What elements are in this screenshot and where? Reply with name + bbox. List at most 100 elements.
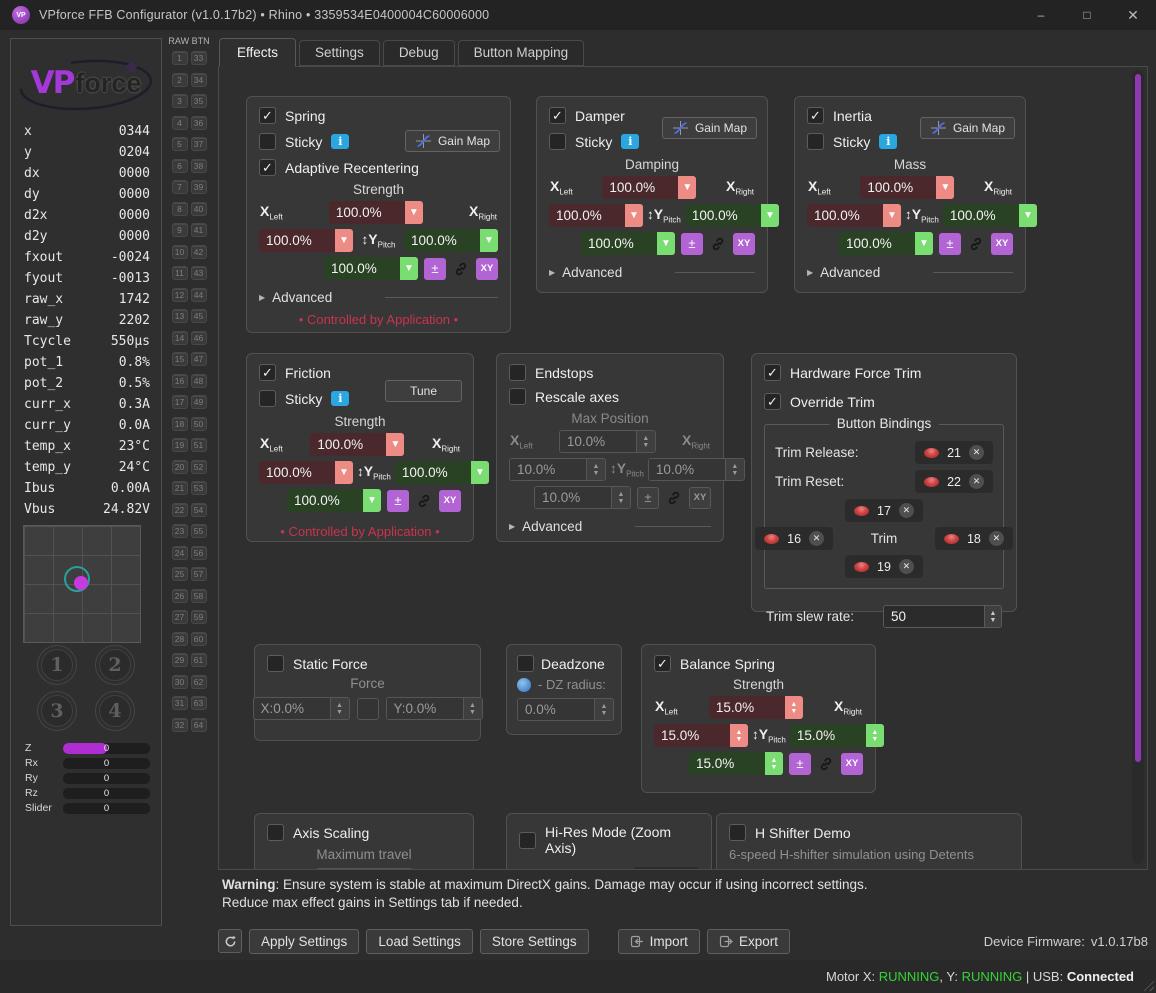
- inertia-left-spinbox-value[interactable]: 100.0%: [807, 204, 883, 227]
- balance_spring-right-spinbox[interactable]: 15.0% ▲ ▼: [789, 724, 884, 747]
- endstops-bottom-spinbox-value[interactable]: 10.0%: [535, 487, 611, 508]
- inertia-checkbox[interactable]: [807, 107, 824, 124]
- balance_spring-left-spinbox-value[interactable]: 15.0%: [654, 724, 730, 747]
- endstops-right-spinbox[interactable]: 10.0% ▲ ▼: [647, 458, 745, 481]
- raw-button-34[interactable]: 34: [190, 72, 207, 87]
- deadzone-radius-spinbox[interactable]: 0.0% ▲ ▼: [517, 698, 614, 721]
- raw-button-32[interactable]: 32: [171, 717, 188, 732]
- tab-button-mapping[interactable]: Button Mapping: [457, 40, 585, 66]
- info-icon[interactable]: i: [331, 134, 350, 149]
- raw-button-51[interactable]: 51: [190, 438, 207, 452]
- raw-button-18[interactable]: 18: [171, 416, 188, 431]
- damper-left-spinbox[interactable]: 100.0% ▼: [549, 204, 643, 227]
- friction-top-spinbox[interactable]: 100.0% ▼: [310, 433, 405, 456]
- raw-button-8[interactable]: 8: [171, 201, 188, 216]
- spin-buttons[interactable]: ▼: [335, 229, 353, 252]
- spin-buttons[interactable]: ▼: [657, 232, 675, 255]
- trim-right-binding[interactable]: 18 ✕: [934, 527, 1013, 550]
- raw-button-62[interactable]: 62: [190, 674, 207, 689]
- spring-advanced-toggle[interactable]: ▶ Advanced: [259, 290, 498, 305]
- raw-button-24[interactable]: 24: [171, 545, 188, 560]
- spring-right-spinbox[interactable]: 100.0% ▼: [403, 229, 498, 252]
- inertia-bottom-spinbox[interactable]: 100.0% ▼: [839, 232, 933, 255]
- raw-button-60[interactable]: 60: [190, 631, 207, 646]
- spring-adaptive-checkbox[interactable]: [259, 159, 276, 176]
- damper-advanced-toggle[interactable]: ▶ Advanced: [549, 265, 755, 280]
- deadzone-radius-value[interactable]: 0.0%: [518, 699, 594, 720]
- inertia-left-spinbox[interactable]: 100.0% ▼: [807, 204, 901, 227]
- damper-gain-map-button[interactable]: Gain Map: [661, 117, 757, 139]
- link-axes-icon[interactable]: [967, 236, 985, 252]
- trim-slew-rate-spinbox[interactable]: 50 ▲ ▼: [883, 605, 1002, 628]
- balance_spring-right-spinbox-value[interactable]: 15.0%: [789, 724, 866, 747]
- spin-buttons[interactable]: ▲▼: [765, 752, 783, 775]
- damper-invert-button[interactable]: ±: [681, 232, 703, 255]
- friction-checkbox[interactable]: [259, 364, 276, 381]
- spring-checkbox[interactable]: [259, 107, 276, 124]
- spin-buttons[interactable]: ▲▼: [586, 459, 605, 480]
- friction-left-spinbox[interactable]: 100.0% ▼: [259, 461, 353, 484]
- spin-buttons[interactable]: ▲▼: [611, 487, 630, 508]
- override-trim-checkbox[interactable]: [764, 393, 781, 410]
- endstops-xy-button[interactable]: XY: [689, 486, 711, 509]
- balance_spring-top-spinbox-value[interactable]: 15.0%: [708, 696, 785, 719]
- raw-button-4[interactable]: 4: [171, 115, 188, 130]
- apply-settings-button[interactable]: Apply Settings: [249, 928, 360, 954]
- raw-button-3[interactable]: 3: [171, 94, 188, 108]
- raw-button-39[interactable]: 39: [190, 180, 207, 194]
- spring-top-spinbox-value[interactable]: 100.0%: [328, 201, 405, 224]
- friction-xy-button[interactable]: XY: [439, 489, 461, 512]
- spin-buttons[interactable]: ▼: [386, 433, 405, 456]
- friction-left-spinbox-value[interactable]: 100.0%: [259, 461, 335, 484]
- damper-left-spinbox-value[interactable]: 100.0%: [549, 204, 625, 227]
- raw-button-52[interactable]: 52: [190, 459, 207, 474]
- raw-button-44[interactable]: 44: [190, 287, 207, 302]
- spin-buttons[interactable]: ▲▼: [984, 606, 1001, 627]
- clear-binding-icon[interactable]: ✕: [898, 559, 914, 574]
- damper-right-spinbox[interactable]: 100.0% ▼: [684, 204, 779, 227]
- raw-button-38[interactable]: 38: [190, 158, 207, 173]
- spring-gain-map-button[interactable]: Gain Map: [404, 130, 500, 152]
- raw-button-64[interactable]: 64: [190, 717, 207, 732]
- clear-binding-icon[interactable]: ✕: [809, 531, 825, 546]
- link-axes-icon[interactable]: [665, 490, 683, 506]
- hires-button-binding[interactable]: [633, 867, 699, 869]
- trim-up-binding[interactable]: 17 ✕: [845, 499, 923, 522]
- trim-down-binding[interactable]: 19 ✕: [845, 555, 923, 578]
- raw-button-57[interactable]: 57: [190, 567, 207, 581]
- spin-buttons[interactable]: ▲▼: [865, 724, 884, 747]
- inertia-gain-map-button[interactable]: Gain Map: [919, 117, 1015, 139]
- endstops-right-spinbox-value[interactable]: 10.0%: [648, 459, 725, 480]
- raw-button-43[interactable]: 43: [190, 266, 207, 280]
- raw-button-26[interactable]: 26: [171, 588, 188, 603]
- clear-binding-icon[interactable]: ✕: [988, 531, 1004, 546]
- raw-button-14[interactable]: 14: [171, 330, 188, 345]
- endstops-bottom-spinbox[interactable]: 10.0% ▲ ▼: [534, 486, 631, 509]
- minimize-button[interactable]: –: [1037, 8, 1045, 22]
- spin-buttons[interactable]: ▲▼: [784, 696, 803, 719]
- damper-bottom-spinbox-value[interactable]: 100.0%: [581, 232, 657, 255]
- close-button[interactable]: ✕: [1127, 6, 1139, 23]
- friction-right-spinbox-value[interactable]: 100.0%: [394, 461, 471, 484]
- raw-button-22[interactable]: 22: [171, 502, 188, 517]
- scrollbar-track[interactable]: [1132, 70, 1144, 864]
- raw-button-50[interactable]: 50: [190, 416, 207, 431]
- axis-scaling-value[interactable]: 100.0%: [317, 869, 393, 870]
- friction-right-spinbox[interactable]: 100.0% ▼: [394, 461, 489, 484]
- spin-buttons[interactable]: ▲▼: [594, 699, 613, 720]
- raw-button-16[interactable]: 16: [171, 373, 188, 388]
- raw-button-12[interactable]: 12: [171, 287, 188, 302]
- endstops-top-spinbox[interactable]: 10.0% ▲ ▼: [558, 430, 656, 453]
- raw-button-7[interactable]: 7: [171, 180, 188, 194]
- friction-bottom-spinbox-value[interactable]: 100.0%: [287, 489, 363, 512]
- inertia-top-spinbox[interactable]: 100.0% ▼: [860, 176, 955, 199]
- damper-right-spinbox-value[interactable]: 100.0%: [684, 204, 761, 227]
- inertia-right-spinbox[interactable]: 100.0% ▼: [942, 204, 1037, 227]
- inertia-sticky-checkbox[interactable]: [807, 133, 824, 150]
- damper-top-spinbox-value[interactable]: 100.0%: [602, 176, 679, 199]
- endstops-checkbox[interactable]: [509, 364, 526, 381]
- trim-release-binding[interactable]: 21 ✕: [915, 441, 993, 464]
- spin-buttons[interactable]: ▼: [1018, 204, 1037, 227]
- spin-buttons[interactable]: ▼: [363, 489, 381, 512]
- raw-button-35[interactable]: 35: [190, 94, 207, 108]
